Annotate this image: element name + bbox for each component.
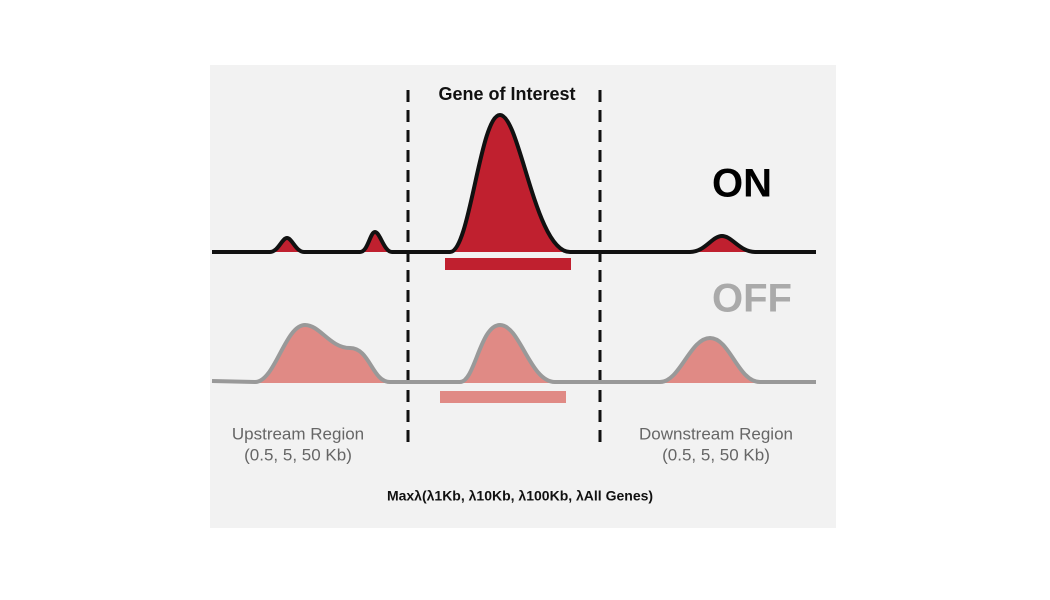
downstream-label: Downstream Region [639,424,793,443]
upstream-label: Upstream Region [232,424,364,443]
on-fill [212,115,816,252]
upstream-range: (0.5, 5, 50 Kb) [244,445,352,464]
panel [210,65,836,528]
downstream-range: (0.5, 5, 50 Kb) [662,445,770,464]
on-gene-bar [445,258,571,270]
title: Gene of Interest [438,84,575,104]
off-gene-bar [440,391,566,403]
off-fill [212,325,816,383]
off-track [211,322,816,385]
on-label: ON [712,162,772,206]
on-track [212,112,816,254]
formula: Maxλ(λ1Kb, λ10Kb, λ100Kb, λAll Genes) [387,488,653,504]
off-label: OFF [712,277,792,321]
